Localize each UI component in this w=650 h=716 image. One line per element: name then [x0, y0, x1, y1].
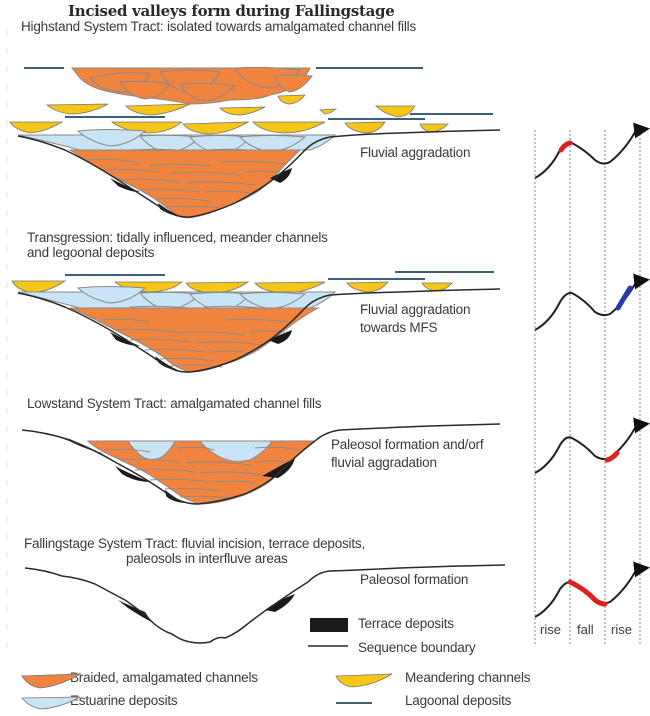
legend-terrace-label: Terrace deposits: [358, 616, 454, 631]
legend-meandering-swatch: [335, 673, 393, 688]
panel-1-note: Fluvial aggradation: [360, 145, 471, 160]
legend-terrace-swatch: [310, 618, 348, 632]
panel-4-note: Paleosol formation: [360, 572, 469, 587]
legend-estuarine-label: Estuarine deposits: [70, 693, 178, 708]
panel-2-heading-line2: and legoonal deposits: [27, 245, 155, 260]
sea-level-curve-3: [534, 417, 650, 474]
legend-meandering-label: Meandering channels: [405, 670, 531, 685]
panel-3-note-line1: Paleosol formation and/orf: [331, 437, 484, 452]
legend-braided-swatch: [21, 673, 82, 689]
panel-2-heading-line1: Transgression: tidally influenced, meand…: [27, 230, 328, 245]
sea-level-curve-2: [534, 273, 650, 331]
panel-4-cross-section: [24, 564, 506, 644]
panel-4-heading-line1: Fallingstage System Tract: fluvial incis…: [24, 536, 365, 551]
panel-3-cross-section: [21, 423, 501, 505]
sea-level-label-rise-2: rise: [611, 622, 632, 637]
panel-2-cross-section: [11, 271, 501, 373]
diagram-title: Incised valleys form during Fallingstage: [68, 2, 395, 20]
sea-level-curve-4: [534, 561, 650, 618]
legend-braided-label: Braided, amalgamated channels: [70, 670, 258, 685]
panel-3-note-line2: fluvial aggradation: [331, 455, 437, 470]
panel-3-heading: Lowstand System Tract: amalgamated chann…: [27, 396, 322, 411]
sea-level-guides: [534, 130, 641, 645]
panel-1-cross-section: [9, 66, 501, 219]
legend-sequence-boundary-label: Sequence boundary: [358, 640, 476, 655]
panel-4-heading-line2: paleosols in interfluve areas: [126, 551, 288, 566]
panel-1-heading: Highstand System Tract: isolated towards…: [21, 19, 416, 34]
legend-estuarine-swatch: [21, 696, 81, 710]
sea-level-label-rise-1: rise: [540, 622, 561, 637]
legend-lagoonal-label: Lagoonal deposits: [405, 693, 512, 708]
panel-2-note-line1: Fluvial aggradation: [360, 302, 471, 317]
sea-level-curve-1: [534, 122, 650, 179]
panel-2-note-line2: towards MFS: [360, 320, 438, 335]
sea-level-label-fall: fall: [577, 622, 594, 637]
